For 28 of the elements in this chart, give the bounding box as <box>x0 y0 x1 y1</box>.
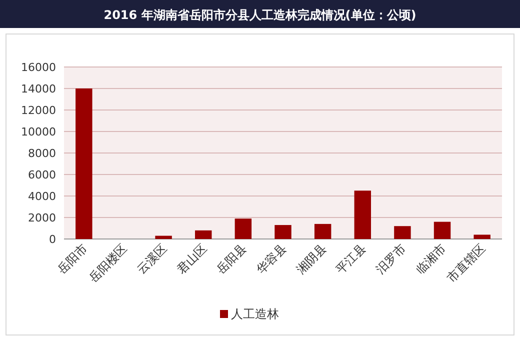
x-tick-label: 君山区 <box>174 241 210 277</box>
legend-label: 人工造林 <box>231 307 279 321</box>
x-tick-label: 云溪区 <box>134 241 170 277</box>
y-tick-label: 10000 <box>21 126 56 138</box>
bar <box>394 226 411 239</box>
x-tick-label: 华容县 <box>254 241 290 277</box>
x-tick-label: 平江县 <box>333 241 369 277</box>
x-tick-label: 汨罗市 <box>373 241 409 277</box>
x-tick-label: 湘阴县 <box>294 241 329 277</box>
bar <box>234 218 252 239</box>
bar <box>155 236 172 239</box>
chart-title: 2016 年湖南省岳阳市分县人工造林完成情况(单位：公顷) <box>104 8 416 22</box>
y-tick-label: 2000 <box>28 212 56 224</box>
y-tick-label: 0 <box>49 233 56 246</box>
bar <box>434 222 451 239</box>
bar <box>195 230 212 239</box>
bar <box>474 234 490 239</box>
bar <box>354 190 371 239</box>
bar <box>314 224 332 239</box>
y-tick-label: 16000 <box>21 61 56 74</box>
y-tick-label: 14000 <box>21 82 56 96</box>
y-tick-label: 6000 <box>28 168 56 182</box>
y-tick-label: 12000 <box>21 104 56 117</box>
y-tick-label: 8000 <box>28 147 56 160</box>
x-tick-label: 岳阳县 <box>214 241 250 277</box>
y-tick-label: 4000 <box>28 190 56 203</box>
bar <box>76 88 92 239</box>
bar <box>274 225 292 239</box>
